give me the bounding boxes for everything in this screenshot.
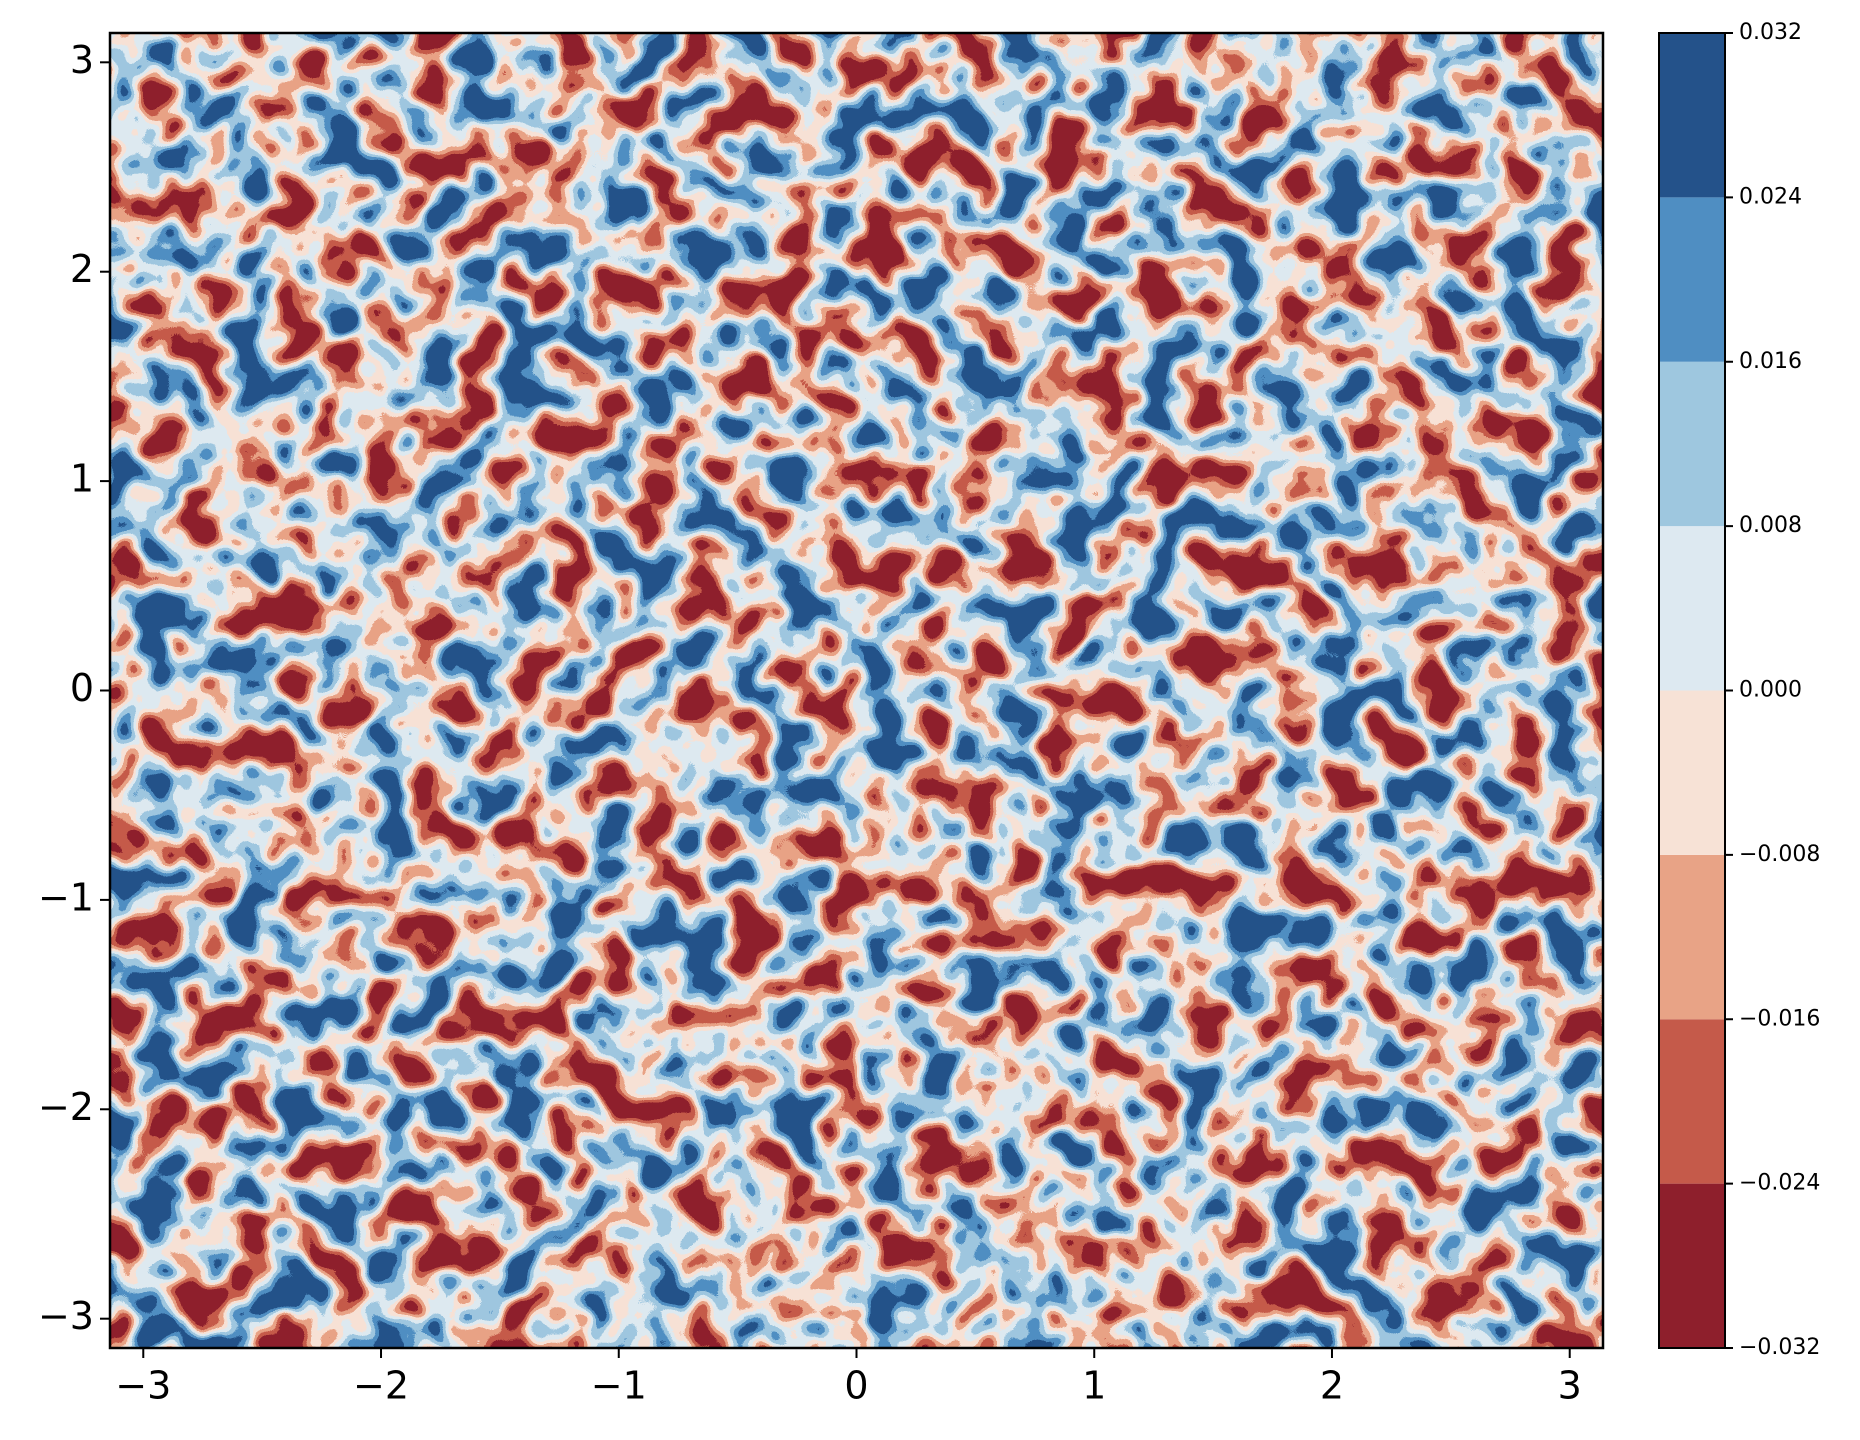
colorbar-tick-label: −0.024 [1739,1171,1820,1196]
x-tick-label: −3 [115,1364,171,1408]
colorbar-tick-label: −0.016 [1739,1006,1820,1031]
x-tick-label: 1 [1082,1364,1106,1408]
y-tick-label: −3 [38,1294,94,1338]
colorbar-tick-label: 0.016 [1739,349,1802,374]
colorbar-tick-label: −0.008 [1739,842,1820,867]
colorbar-band [1659,690,1725,855]
plot: −3 −2 −1 0 1 2 3 −3 −2 −1 0 1 2 3 −0.032 −0.024 −0.016 −0… [38,20,1820,1408]
x-tick-label: −2 [353,1364,409,1408]
x-tick-label: −1 [591,1364,647,1408]
colorbar-tick-label: 0.008 [1739,513,1802,538]
y-tick-label: 2 [70,247,94,291]
x-tick-label: 2 [1320,1364,1344,1408]
y-tick-label: 1 [70,457,94,501]
colorbar-band [1659,854,1725,1020]
x-tick-label: 3 [1558,1364,1582,1408]
y-tick-label: −2 [38,1085,94,1129]
colorbar-tick-label: 0.000 [1739,678,1802,703]
colorbar-band [1659,361,1725,527]
y-tick-label: 3 [70,38,94,82]
colorbar-band [1659,197,1725,362]
colorbar-band [1659,1183,1725,1348]
colorbar-tick-label: 0.024 [1739,184,1802,209]
y-tick-label: −1 [38,875,94,919]
x-tick-label: 0 [844,1364,868,1408]
colorbar-tick-label: 0.032 [1739,20,1802,45]
colorbar-band [1659,526,1725,691]
y-tick-label: 0 [70,666,94,710]
colorbar-tick-label: −0.032 [1739,1335,1820,1360]
colorbar-band [1659,1019,1725,1184]
colorbar-band [1659,33,1725,198]
contour-field [110,33,1603,1348]
